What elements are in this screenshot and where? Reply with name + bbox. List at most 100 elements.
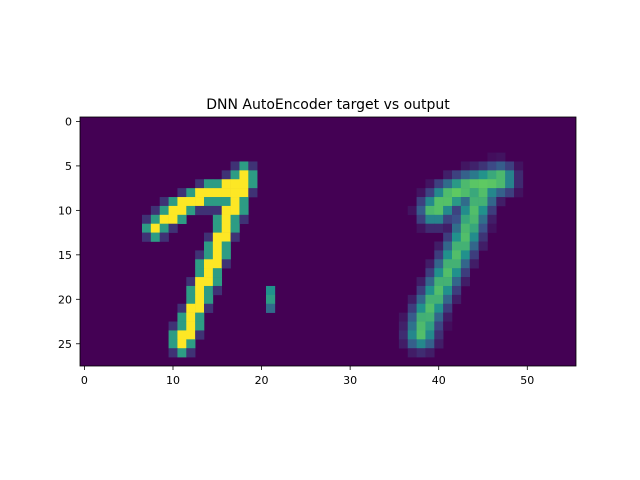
heatmap-cell	[212, 285, 223, 296]
heatmap-cell	[469, 259, 479, 269]
heatmap-cell	[460, 232, 471, 242]
heatmap-cell	[425, 259, 435, 269]
heatmap-cell	[443, 312, 453, 322]
heatmap-cell	[168, 339, 178, 349]
heatmap-cell	[452, 232, 462, 242]
heatmap-cell	[469, 232, 479, 242]
heatmap-cell	[460, 188, 471, 198]
x-tick-label: 40	[432, 374, 446, 387]
heatmap-cell	[416, 303, 426, 313]
heatmap-cell	[443, 188, 453, 198]
heatmap-cell	[514, 179, 524, 189]
heatmap-cell	[469, 250, 479, 260]
heatmap-cell	[212, 268, 223, 278]
heatmap-cell	[416, 188, 426, 198]
heatmap-cell	[168, 205, 178, 216]
heatmap-cell	[425, 179, 435, 189]
heatmap-cell	[425, 321, 435, 331]
heatmap-cell	[221, 232, 231, 242]
heatmap-cell	[425, 205, 435, 216]
heatmap-cell	[434, 259, 444, 269]
heatmap-cell	[425, 303, 435, 313]
heatmap-cell	[416, 348, 426, 358]
heatmap-cell	[469, 223, 479, 233]
heatmap-cell	[434, 294, 444, 305]
heatmap-cell	[416, 285, 426, 296]
heatmap-cell	[230, 223, 240, 233]
heatmap-cell	[443, 294, 453, 305]
heatmap-cell	[177, 188, 187, 198]
x-tick-label: 0	[81, 374, 88, 387]
heatmap-cell	[478, 179, 488, 189]
heatmap-cell	[407, 205, 417, 216]
heatmap-cell	[407, 303, 417, 313]
heatmap-cell	[221, 188, 231, 198]
heatmap-cell	[266, 294, 276, 305]
heatmap-cell	[221, 223, 231, 233]
heatmap-cell	[452, 250, 462, 260]
heatmap-cell	[443, 259, 453, 269]
heatmap-cell	[177, 197, 187, 207]
heatmap-cell	[478, 170, 488, 180]
heatmap-cell	[460, 250, 471, 260]
heatmap-cell	[443, 321, 453, 331]
heatmap-cell	[195, 277, 205, 287]
heatmap-cell	[407, 312, 417, 322]
heatmap-cell	[416, 205, 426, 216]
heatmap-cell	[177, 348, 187, 358]
heatmap-cell	[186, 312, 196, 322]
heatmap-cell	[195, 294, 205, 305]
heatmap-cell	[195, 312, 205, 322]
heatmap-cell	[221, 205, 231, 216]
heatmap-cell	[434, 223, 444, 233]
x-axis: 0 10 20 30 40 50	[81, 366, 534, 387]
heatmap-cell	[452, 259, 462, 269]
heatmap-cell	[239, 205, 249, 216]
heatmap-cell	[425, 348, 435, 358]
heatmap-cell	[416, 339, 426, 349]
heatmap-cell	[434, 205, 444, 216]
heatmap-cell	[443, 250, 453, 260]
heatmap-cell	[443, 285, 453, 296]
heatmap-cell	[159, 214, 169, 225]
heatmap-cell	[505, 161, 515, 171]
heatmap-cell	[248, 188, 258, 198]
x-tick-label: 10	[166, 374, 180, 387]
heatmap-cell	[212, 188, 223, 198]
heatmap-cell	[425, 285, 435, 296]
heatmap-cell	[452, 179, 462, 189]
heatmap-cell	[407, 321, 417, 331]
heatmap-cell	[452, 197, 462, 207]
heatmap-cell	[416, 223, 426, 233]
heatmap-cell	[177, 303, 187, 313]
heatmap-cell	[487, 170, 497, 180]
heatmap-cell	[460, 214, 471, 225]
heatmap-cell	[186, 277, 196, 287]
heatmap-cell	[239, 170, 249, 180]
y-tick-label: 5	[65, 160, 72, 173]
heatmap-cell	[230, 161, 240, 171]
heatmap-cell	[212, 197, 223, 207]
heatmap-cell	[398, 330, 409, 340]
heatmap-cell	[496, 152, 506, 162]
heatmap-cell	[186, 197, 196, 207]
heatmap-cell	[212, 232, 223, 242]
heatmap-cell	[177, 339, 187, 349]
heatmap-cell	[434, 197, 444, 207]
heatmap-cell	[514, 170, 524, 180]
heatmap-cell	[460, 205, 471, 216]
heatmap-cell	[434, 312, 444, 322]
heatmap-cell	[195, 259, 205, 269]
heatmap-cell	[425, 214, 435, 225]
heatmap-cell	[186, 321, 196, 331]
heatmap-cell	[452, 223, 462, 233]
heatmap-cell	[150, 205, 161, 216]
heatmap-cell	[221, 250, 231, 260]
heatmap-cell	[434, 250, 444, 260]
heatmap-cell	[186, 205, 196, 216]
heatmap-cell	[212, 277, 223, 287]
heatmap-cell	[452, 294, 462, 305]
heatmap-cell	[452, 241, 462, 251]
heatmap-cell	[443, 268, 453, 278]
heatmap-cell	[212, 179, 223, 189]
